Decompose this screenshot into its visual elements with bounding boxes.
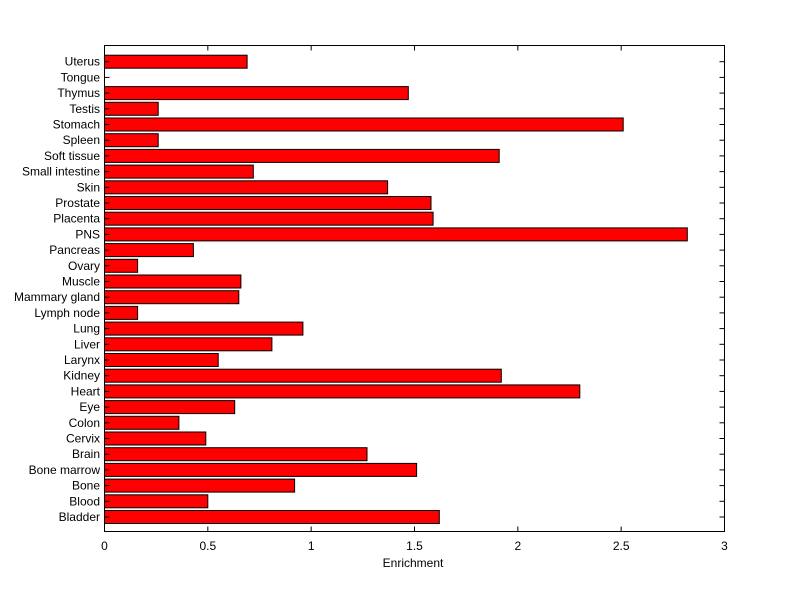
bar-prostate [104, 196, 432, 210]
plot-area-frame [104, 45, 725, 532]
bar-cervix [104, 431, 207, 446]
x-tick-label: 3 [721, 539, 728, 553]
bar-small-intestine [104, 164, 254, 179]
y-tick-label: Larynx [64, 353, 100, 367]
bar-colon [104, 415, 180, 430]
y-tick-label: Liver [74, 337, 100, 351]
x-tick-label: 1 [308, 539, 315, 553]
y-tick-label: Eye [79, 400, 100, 414]
bars-group [104, 54, 688, 524]
y-tick-label: Stomach [53, 118, 100, 132]
y-tick-label: Tongue [61, 70, 101, 84]
y-tick-label: Thymus [57, 86, 100, 100]
y-tick-label: Pancreas [49, 243, 100, 257]
x-tick-labels: 0 0.5 1 1.5 2 2.5 3 [101, 539, 728, 553]
y-tick-label: Bone marrow [29, 463, 101, 477]
bar-soft-tissue [104, 148, 500, 163]
x-tick-label: 2.5 [613, 539, 630, 553]
y-tick-label: Prostate [55, 196, 100, 210]
y-tick-label: Small intestine [22, 165, 100, 179]
x-axis-title: Enrichment [383, 556, 444, 570]
bar-thymus [104, 86, 409, 101]
y-tick-label: Blood [69, 494, 100, 508]
bar-bladder [104, 510, 440, 524]
y-tick-label: Lung [73, 322, 100, 336]
y-tick-label: Testis [69, 102, 100, 116]
bar-pns [104, 227, 688, 242]
bar-heart [104, 384, 581, 399]
y-tick-label: Bladder [59, 510, 100, 524]
bar-mammary-gland [104, 290, 240, 305]
y-tick-label: Ovary [68, 259, 100, 273]
x-tick-label: 2 [514, 539, 521, 553]
bar-brain [104, 447, 368, 462]
x-tick-label: 0 [101, 539, 108, 553]
bar-eye [104, 400, 236, 415]
bar-pancreas [104, 243, 194, 258]
y-tick-label: Cervix [66, 432, 100, 446]
y-tick-label: Brain [72, 447, 100, 461]
y-tick-label: Skin [77, 180, 100, 194]
bar-uterus [104, 54, 248, 69]
y-tick-label: Colon [69, 416, 100, 430]
y-tick-label: Uterus [65, 55, 100, 69]
ticks-group [104, 45, 725, 532]
bar-kidney [104, 368, 502, 383]
bar-larynx [104, 353, 219, 367]
bar-spleen [104, 133, 159, 148]
bar-blood [104, 494, 209, 509]
y-tick-label: Spleen [63, 133, 100, 147]
x-tick-label: 0.5 [199, 539, 216, 553]
bar-lung [104, 321, 304, 336]
bar-bone [104, 478, 296, 493]
y-tick-label: Placenta [53, 212, 100, 226]
bar-liver [104, 337, 273, 352]
bar-stomach [104, 117, 624, 132]
y-tick-label: Soft tissue [44, 149, 100, 163]
y-tick-label: Muscle [62, 275, 100, 289]
y-tick-label: PNS [75, 227, 100, 241]
y-tick-label: Lymph node [34, 306, 100, 320]
y-tick-label: Bone [72, 479, 100, 493]
bar-testis [104, 101, 159, 116]
bar-bone-marrow [104, 462, 418, 477]
y-tick-label: Heart [71, 384, 101, 398]
y-tick-label: Mammary gland [14, 290, 100, 304]
x-tick-label: 1.5 [406, 539, 423, 553]
y-tick-label: Kidney [63, 369, 100, 383]
bar-skin [104, 180, 389, 195]
bar-placenta [104, 211, 434, 226]
bar-muscle [104, 274, 242, 289]
